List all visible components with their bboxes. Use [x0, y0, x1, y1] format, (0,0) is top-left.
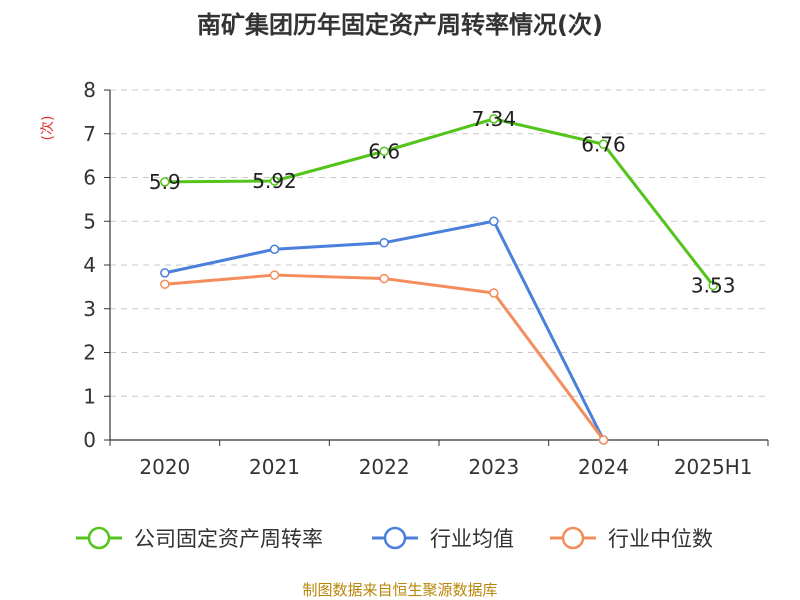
series-line: [164, 273, 605, 441]
data-point: [598, 435, 609, 445]
y-tick-label: 1: [83, 384, 96, 408]
series-lines: [164, 117, 715, 441]
y-tick-label: 5: [83, 209, 96, 233]
source-note: 制图数据来自恒生聚源数据库: [302, 581, 497, 599]
data-point: [160, 268, 170, 278]
legend-label: 行业均值: [430, 527, 514, 551]
data-point: [489, 216, 499, 226]
x-tick-label: 2023: [468, 455, 519, 479]
x-tick-label: 2020: [139, 455, 190, 479]
x-tick-label: 2021: [249, 455, 300, 479]
y-tick-label: 6: [83, 166, 96, 190]
axes: [104, 89, 769, 446]
y-tick-label: 0: [83, 428, 96, 452]
data-label: 6.6: [368, 139, 400, 163]
legend-label: 公司固定资产周转率: [134, 527, 323, 551]
data-labels: 5.9 5.92 6.6 7.34 6.76 3.53: [149, 107, 736, 298]
data-point: [269, 244, 280, 254]
x-tick-label: 2022: [359, 455, 410, 479]
y-tick-label: 2: [83, 341, 96, 365]
y-tick-label: 3: [83, 297, 96, 321]
data-label: 3.53: [691, 274, 736, 298]
data-label: 5.92: [252, 169, 297, 193]
data-point: [269, 176, 280, 186]
series-line: [164, 219, 605, 441]
data-point: [598, 139, 609, 149]
y-tick-label: 8: [83, 78, 96, 102]
y-tick-labels: 0 1 2 3 4 5 6 7 8: [83, 78, 96, 452]
data-point: [379, 273, 389, 284]
data-point: [489, 288, 499, 298]
x-tick-labels: 2020 2021 2022 2023 2024 2025H1: [139, 455, 752, 479]
data-point: [160, 279, 170, 289]
data-label: 5.9: [149, 170, 181, 194]
data-point: [160, 177, 170, 187]
x-tick-label: 2024: [578, 455, 629, 479]
data-point: [379, 146, 389, 156]
y-tick-label: 7: [83, 122, 96, 146]
data-point: [379, 237, 389, 248]
legend-label: 行业中位数: [608, 527, 713, 551]
y-axis-label: (次): [40, 116, 56, 141]
chart-title: 南矿集团历年固定资产周转率情况(次): [197, 11, 603, 39]
data-label: 6.76: [581, 132, 626, 156]
legend-marker: [87, 526, 111, 550]
legend-marker: [561, 526, 585, 550]
data-point: [708, 280, 718, 291]
data-point: [489, 114, 499, 124]
series-line: [164, 117, 715, 287]
legend-marker: [383, 526, 407, 550]
x-tick-label: 2025H1: [674, 455, 753, 479]
data-label: 7.34: [472, 107, 517, 131]
legend: 公司固定资产周转率 行业均值 行业中位数: [76, 526, 713, 551]
data-point: [269, 270, 280, 280]
y-tick-label: 4: [83, 253, 96, 277]
series-points: [160, 114, 718, 445]
